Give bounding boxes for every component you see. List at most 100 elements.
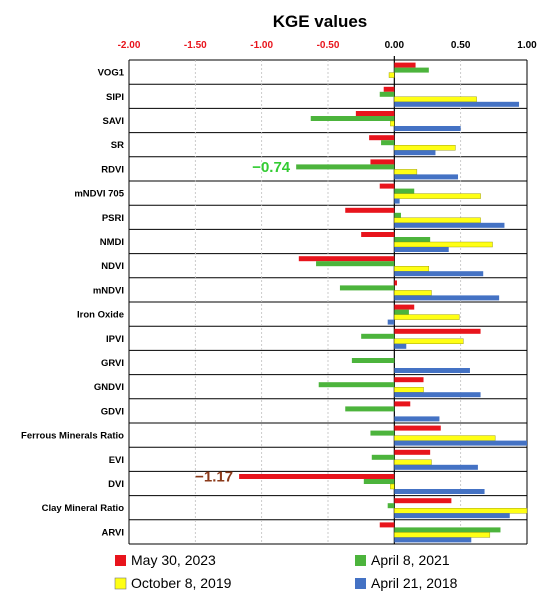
bar-october-8-2019 [394,387,424,393]
bar-april-8-2021 [363,479,395,484]
bar-october-8-2019 [390,120,395,127]
bar-april-8-2021 [318,382,395,388]
bar-october-8-2019 [394,290,432,296]
bar-may-30-2023 [394,449,431,455]
bar-april-21-2018 [394,464,478,470]
legend-label: October 8, 2019 [131,575,232,591]
bar-october-8-2019 [388,72,395,78]
bar-april-21-2018 [394,513,510,519]
bar-may-30-2023 [394,328,481,334]
bar-april-8-2021 [345,406,395,412]
bar-april-21-2018 [394,368,470,373]
legend-swatch [355,578,366,589]
bar-may-30-2023 [369,135,395,141]
legend: May 30, 2023 April 8, 2021 October 8, 2019… [114,552,458,591]
bar-may-30-2023 [394,401,411,407]
bar-may-30-2023 [370,159,395,165]
bar-april-8-2021 [381,140,395,146]
annotation-label: −0.74 [252,159,291,176]
category-label: NDVI [101,261,124,272]
bar-october-8-2019 [394,266,430,272]
x-tick-label: 0.00 [385,40,405,51]
bar-may-30-2023 [394,280,397,286]
category-label: GNDVI [94,382,124,393]
category-label: PSRI [102,213,124,224]
x-tick-label: -2.00 [118,40,141,51]
bar-april-8-2021 [394,188,415,194]
bar-april-8-2021 [361,333,395,339]
bar-april-21-2018 [394,174,459,180]
bar-april-21-2018 [394,537,472,543]
category-label: NMDI [100,237,124,248]
category-label: VOG1 [98,68,125,79]
category-label: DVI [108,479,124,490]
x-tick-label: 0.50 [451,40,471,51]
bar-october-8-2019 [394,314,460,320]
annotation-label: −1.17 [195,469,233,486]
bar-may-30-2023 [361,232,395,237]
bar-marks [239,62,528,543]
bar-may-30-2023 [298,256,395,262]
bar-april-8-2021 [310,116,395,121]
bar-may-30-2023 [394,62,416,68]
bar-april-8-2021 [296,164,395,170]
category-label: SR [111,140,124,151]
bar-april-21-2018 [394,416,440,422]
category-label: ARVI [101,527,124,538]
bar-october-8-2019 [394,193,481,199]
bar-april-21-2018 [394,295,500,301]
bar-april-21-2018 [394,271,484,277]
bar-april-21-2018 [394,392,481,398]
legend-swatch [355,555,366,566]
bar-april-8-2021 [387,503,395,509]
bar-may-30-2023 [394,304,415,310]
bar-may-30-2023 [239,474,395,479]
bar-may-30-2023 [394,425,441,431]
bar-april-8-2021 [371,454,395,460]
legend-label: May 30, 2023 [131,552,216,568]
bar-april-8-2021 [370,430,395,436]
bar-october-8-2019 [394,217,481,224]
category-labels: VOG1 SIPI SAVI SR RDVI mNDVI 705 PSRI NMDI NDVI m… [21,68,125,539]
bar-april-21-2018 [394,126,461,131]
bar-october-8-2019 [394,144,456,151]
annotations: −0.74 −1.17 [195,159,291,486]
bar-april-21-2018 [394,198,400,204]
bar-october-8-2019 [394,169,418,175]
bar-october-8-2019 [390,483,395,490]
x-axis-ticks: -2.00 -1.50 -1.00 -0.50 0.00 0.50 1.00 [118,40,538,51]
legend-swatch [114,577,127,590]
bar-april-8-2021 [379,91,395,97]
bar-april-21-2018 [394,343,407,349]
bar-october-8-2019 [394,435,496,441]
bar-may-30-2023 [394,498,452,504]
bar-october-8-2019 [394,459,432,465]
x-tick-label: -0.50 [317,40,340,51]
category-label: mNDVI 705 [74,189,124,200]
bar-october-8-2019 [394,338,464,344]
category-label: Iron Oxide [77,310,124,321]
bar-may-30-2023 [379,183,395,189]
bar-april-8-2021 [394,212,401,218]
bar-april-21-2018 [394,101,520,107]
bar-april-8-2021 [351,358,395,363]
bar-may-30-2023 [379,522,395,528]
category-label: mNDVI [93,285,124,296]
bar-may-30-2023 [394,377,424,383]
bar-may-30-2023 [345,207,395,213]
bar-october-8-2019 [394,96,477,103]
bar-april-21-2018 [394,222,505,228]
x-tick-label: -1.50 [184,40,207,51]
category-label: SAVI [103,116,124,127]
x-tick-label: 1.00 [517,40,537,51]
category-label: SIPI [106,92,124,103]
bar-october-8-2019 [394,532,491,538]
category-label: Ferrous Minerals Ratio [21,431,124,442]
category-label: IPVI [106,334,124,345]
bar-april-8-2021 [394,67,429,73]
legend-label: April 8, 2021 [371,552,450,568]
bar-april-21-2018 [394,150,436,156]
bar-april-8-2021 [316,261,395,267]
bar-april-21-2018 [394,247,449,252]
